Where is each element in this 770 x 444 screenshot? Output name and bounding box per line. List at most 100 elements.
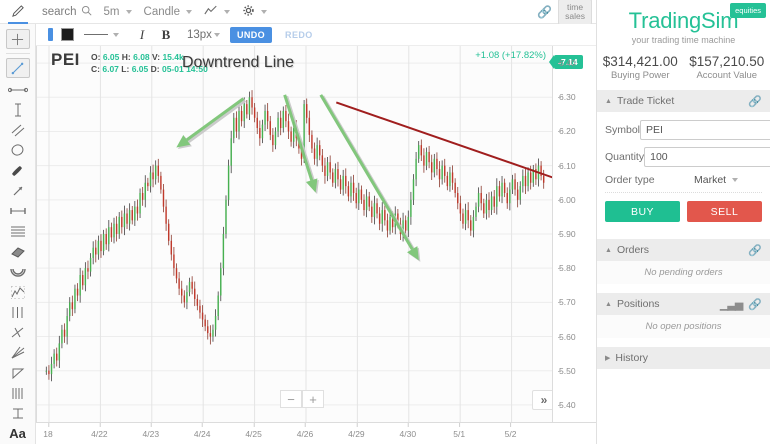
- chevron-down-icon: [185, 9, 192, 14]
- positions-empty-message: No open positions: [597, 315, 770, 338]
- pencil-icon[interactable]: [0, 0, 36, 25]
- time-tick: 4/30: [399, 423, 417, 439]
- brush-tool[interactable]: [5, 161, 31, 179]
- price-tick: 5.80: [558, 263, 576, 274]
- redo-button[interactable]: REDO: [285, 29, 313, 40]
- ordertype-value: Market: [693, 174, 727, 186]
- fast-forward-button[interactable]: »: [532, 390, 552, 410]
- ohlc-date-value: 05-01 14:50: [161, 64, 208, 74]
- trade-ticket-title: Trade Ticket: [616, 95, 675, 107]
- ohlc-high-label: H:: [121, 52, 131, 62]
- price-axis[interactable]: 7.14 6.40 6.30 6.20 6.10 6.00 5.90 5.80 5.70 5.6…: [552, 46, 596, 422]
- indicators-select[interactable]: [198, 0, 236, 24]
- fib-retracement-tool[interactable]: [5, 323, 31, 341]
- charttype-select[interactable]: Candle: [138, 0, 198, 24]
- account-value-label: Account Value: [696, 70, 758, 81]
- parallel-channel-tool[interactable]: [5, 121, 31, 139]
- chevron-down-icon: [125, 9, 132, 14]
- zoom-controls: − +: [280, 390, 324, 408]
- time-sales-button[interactable]: time sales: [558, 0, 592, 25]
- timeframe-value: 5m: [103, 5, 120, 18]
- trade-ticket-header[interactable]: ▲ Trade Ticket 🔗: [597, 90, 770, 112]
- line-style-select[interactable]: [84, 32, 119, 37]
- zoom-in-button[interactable]: +: [302, 390, 324, 408]
- color-swatch-black[interactable]: [61, 28, 74, 41]
- link-icon[interactable]: 🔗: [748, 244, 762, 257]
- quantity-input[interactable]: [644, 147, 770, 167]
- symbol-label: Symbol: [605, 124, 641, 136]
- right-panel: equities TradingSim your trading time ma…: [596, 0, 770, 444]
- anchor-tool[interactable]: [5, 404, 31, 422]
- arc-tool[interactable]: [5, 263, 31, 281]
- price-tick: 6.40: [558, 58, 576, 69]
- ohlc-volume-value: 15.4k: [162, 52, 184, 62]
- ellipse-tool[interactable]: [5, 141, 31, 159]
- italic-button[interactable]: I: [139, 26, 145, 42]
- eraser-tool[interactable]: [5, 242, 31, 260]
- pitchfork-tool[interactable]: [5, 303, 31, 321]
- downtrend-line: [335, 101, 552, 179]
- search-field[interactable]: search: [36, 0, 98, 24]
- elliott-wave-tool[interactable]: [5, 283, 31, 301]
- positions-header[interactable]: ▲ Positions ▁▃▅ 🔗: [597, 293, 770, 315]
- ordertype-select[interactable]: Market: [694, 174, 738, 186]
- positions-title: Positions: [616, 298, 660, 310]
- horizontal-ray-tool[interactable]: [5, 80, 31, 98]
- charttype-value: Candle: [143, 5, 180, 18]
- measure-tool[interactable]: [5, 202, 31, 220]
- chart-container: PEI O: 6.05 H: 6.08 V: 15.4k C: 6.07 L:: [36, 46, 596, 444]
- ray-tool[interactable]: [5, 182, 31, 200]
- ordertype-row: Order type Market: [605, 174, 762, 193]
- cycle-lines-tool[interactable]: [5, 384, 31, 402]
- link-icon[interactable]: 🔗: [748, 95, 762, 108]
- time-tick: 4/23: [142, 423, 160, 439]
- downtrend-annotation-text[interactable]: Downtrend Line: [182, 54, 295, 71]
- sell-button[interactable]: SELL: [687, 201, 762, 222]
- trade-ticket-form: Symbol 7.13/7.14 Quantity Order type Mar…: [597, 112, 770, 193]
- color-swatch-blue[interactable]: [48, 28, 53, 41]
- price-plot[interactable]: PEI O: 6.05 H: 6.08 V: 15.4k C: 6.07 L:: [36, 46, 552, 422]
- link-icon[interactable]: 🔗: [537, 4, 553, 19]
- orders-header[interactable]: ▲ Orders 🔗: [597, 239, 770, 261]
- text-tool[interactable]: Aa: [9, 426, 26, 442]
- time-axis[interactable]: 18 4/22 4/23 4/24 4/25 4/26 4/29 4/30 5/1 5/2: [36, 422, 596, 444]
- chart-symbol-label: PEI: [51, 50, 80, 69]
- price-tick: 5.90: [558, 229, 576, 239]
- account-value-block: $157,210.50 Account Value: [684, 54, 770, 81]
- bold-button[interactable]: B: [161, 26, 171, 42]
- orders-empty-message: No pending orders: [597, 261, 770, 284]
- time-tick: 5/2: [504, 423, 517, 439]
- link-icon[interactable]: 🔗: [748, 298, 762, 311]
- ohlc-line-2: C: 6.07 L: 6.05 D: 05-01 14:50: [91, 63, 208, 75]
- buy-button[interactable]: BUY: [605, 201, 680, 222]
- annotation-format-toolbar: I B 13px UNDO REDO: [36, 24, 596, 46]
- fib-fan-tool[interactable]: [5, 344, 31, 362]
- account-value-value: $157,210.50: [689, 54, 765, 69]
- account-summary: $314,421.00 Buying Power $157,210.50 Acc…: [597, 54, 770, 81]
- history-header[interactable]: ▶ History: [597, 347, 770, 369]
- vertical-line-tool[interactable]: [5, 101, 31, 119]
- buying-power-label: Buying Power: [610, 70, 670, 81]
- time-tick: 18: [43, 423, 53, 439]
- zoom-out-button[interactable]: −: [280, 390, 302, 408]
- quantity-label: Quantity: [605, 151, 645, 163]
- order-buttons: BUY SELL: [597, 201, 770, 230]
- horizontal-lines-tool[interactable]: [5, 222, 31, 240]
- rail-divider: [5, 53, 30, 55]
- settings-select[interactable]: [236, 0, 273, 24]
- arrow-3: [319, 94, 421, 262]
- trendline-tool[interactable]: [5, 58, 30, 79]
- symbol-row: Symbol 7.13/7.14: [605, 120, 770, 140]
- ohlc-line-1: O: 6.05 H: 6.08 V: 15.4k: [91, 51, 208, 63]
- bar-chart-icon[interactable]: ▁▃▅: [719, 298, 743, 311]
- price-change-readout: +1.08 (+17.82%): [475, 50, 546, 61]
- crosshair-tool[interactable]: [5, 29, 30, 50]
- symbol-input[interactable]: [640, 120, 770, 140]
- triangle-tool[interactable]: [5, 364, 31, 382]
- font-size-select[interactable]: 13px: [187, 29, 220, 41]
- equities-badge: equities: [730, 3, 766, 18]
- ohlc-close-label: C:: [91, 64, 100, 74]
- chevron-down-icon: [260, 9, 267, 14]
- undo-button[interactable]: UNDO: [229, 26, 273, 43]
- timeframe-select[interactable]: 5m: [98, 0, 138, 24]
